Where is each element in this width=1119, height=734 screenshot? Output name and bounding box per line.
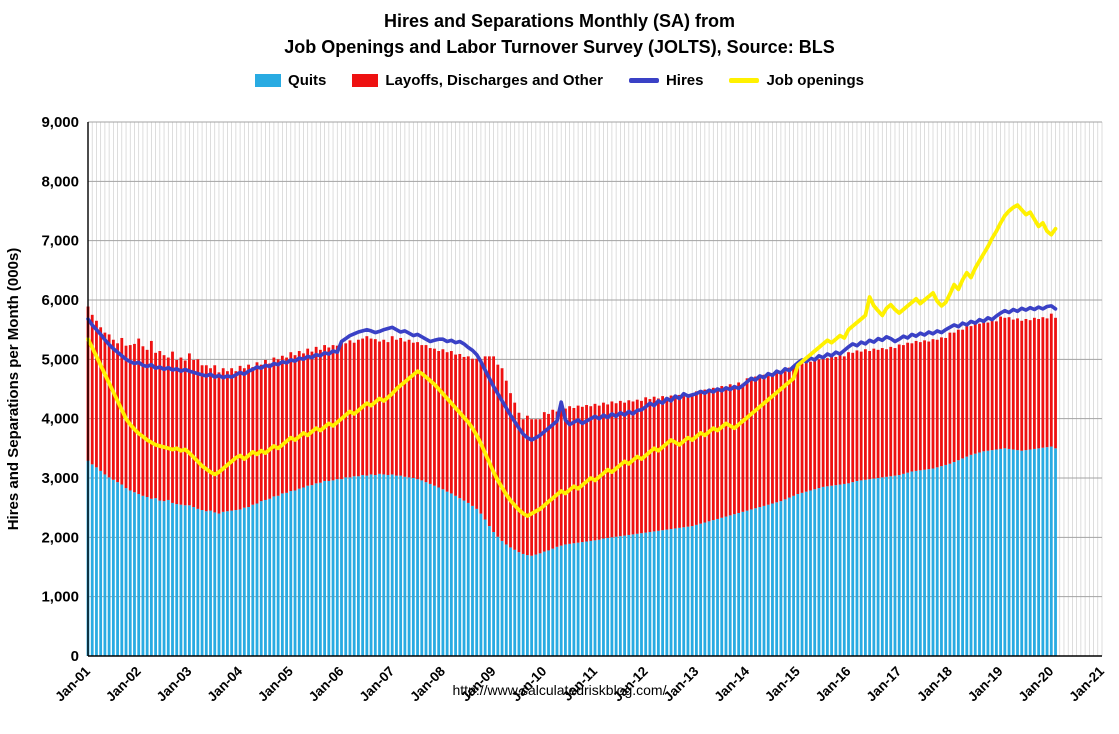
svg-text:Jan-15: Jan-15: [762, 663, 803, 704]
chart-title-line1: Hires and Separations Monthly (SA) from: [383, 11, 736, 31]
layoffs-swatch: [352, 73, 379, 87]
svg-text:7,000: 7,000: [41, 233, 79, 250]
hires-swatch: [628, 77, 659, 83]
svg-text:4,000: 4,000: [41, 411, 79, 428]
svg-text:5,000: 5,000: [41, 351, 79, 368]
svg-text:Jan-07: Jan-07: [356, 664, 397, 705]
svg-text:Jan-06: Jan-06: [306, 663, 347, 704]
svg-text:8,000: 8,000: [41, 173, 79, 190]
legend-item-quits: Quits: [255, 72, 326, 89]
legend-hires-label: Hires: [665, 71, 704, 89]
quits-swatch: [255, 73, 282, 87]
svg-text:2,000: 2,000: [41, 529, 79, 546]
svg-text:1,000: 1,000: [41, 589, 79, 606]
svg-text:Jan-20: Jan-20: [1016, 664, 1057, 705]
svg-text:6,000: 6,000: [41, 292, 79, 309]
svg-text:Jan-19: Jan-19: [965, 664, 1006, 705]
svg-text:Jan-14: Jan-14: [711, 663, 752, 704]
chart-title: Hires and Separations Monthly (SA) from …: [0, 0, 1119, 60]
chart-plot-area: 0 1,000 2,000 3,000 4,000 5,000 6,000 7,000 8,00…: [0, 96, 1119, 708]
legend-item-layoffs: Layoffs, Discharges and Other: [352, 72, 603, 89]
svg-text:Jan-08: Jan-08: [407, 663, 448, 704]
legend-job-openings-label: Job openings: [766, 71, 864, 89]
svg-text:Jan-18: Jan-18: [914, 663, 955, 704]
svg-text:Jan-21: Jan-21: [1066, 663, 1107, 704]
svg-text:Jan-03: Jan-03: [154, 663, 195, 704]
chart-legend: Quits Layoffs, Discharges and Other Hire…: [0, 64, 1119, 96]
svg-text:9,000: 9,000: [41, 114, 79, 131]
svg-text:Jan-17: Jan-17: [863, 664, 904, 705]
legend-item-hires: Hires: [628, 71, 704, 89]
svg-text:Jan-13: Jan-13: [661, 663, 702, 704]
svg-text:Jan-02: Jan-02: [103, 664, 144, 705]
svg-text:Jan-01: Jan-01: [52, 663, 93, 704]
svg-text:Jan-04: Jan-04: [204, 663, 245, 704]
source-url: http://www.calculatedriskblog.com/: [452, 682, 667, 698]
chart-title-line2: Job Openings and Labor Turnover Survey (…: [284, 37, 835, 57]
svg-text:3,000: 3,000: [41, 470, 79, 487]
legend-item-job-openings: Job openings: [729, 72, 864, 89]
legend-layoffs-label: Layoffs, Discharges and Other: [385, 71, 603, 89]
svg-text:0: 0: [71, 648, 79, 665]
svg-text:Jan-16: Jan-16: [813, 663, 854, 704]
svg-text:Jan-05: Jan-05: [255, 663, 296, 704]
legend-quits-label: Quits: [288, 71, 327, 89]
svg-text:Hires and Separations per Mont: Hires and Separations per Month (000s): [5, 248, 22, 531]
job-openings-swatch: [729, 77, 760, 83]
